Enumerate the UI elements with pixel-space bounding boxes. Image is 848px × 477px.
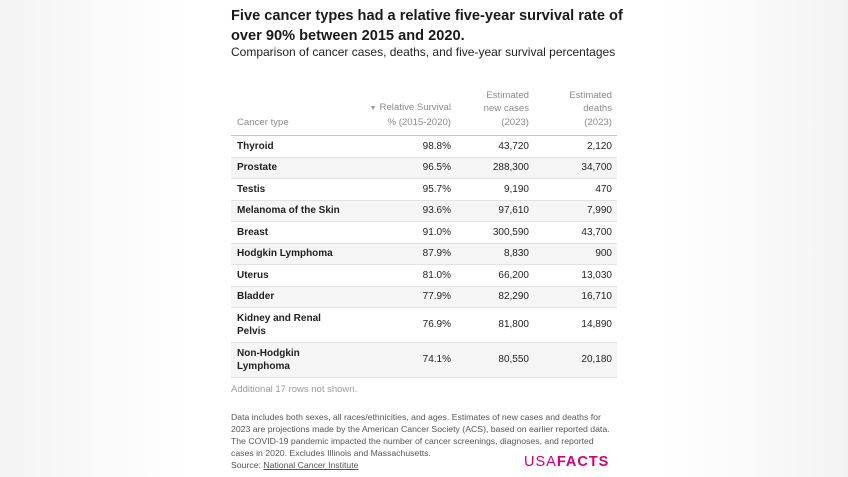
table-row: Prostate 96.5% 288,300 34,700 (231, 157, 617, 179)
footnote: Data includes both sexes, all races/ethn… (231, 412, 610, 458)
cell-cancer-type: Breast (237, 226, 269, 238)
table-row: Bladder 77.9% 82,290 16,710 (231, 286, 617, 308)
sort-down-icon: ▼ (369, 105, 377, 112)
cell-estimated-new-cases: 9,190 (503, 183, 529, 195)
cell-relative-survival: 93.6% (422, 205, 451, 216)
cell-estimated-deaths: 13,030 (581, 269, 612, 281)
cell-relative-survival: 81.0% (422, 269, 451, 281)
table-row: Hodgkin Lymphoma 87.9% 8,830 900 (231, 243, 617, 265)
cell-estimated-new-cases: 8,830 (503, 248, 529, 259)
cell-cancer-type: Bladder (237, 291, 275, 302)
table-row: Testis 95.7% 9,190 470 (231, 179, 617, 201)
cell-estimated-deaths: 2,120 (586, 140, 612, 152)
cell-relative-survival: 98.8% (422, 140, 451, 152)
logo-part-facts: FACTS (556, 454, 610, 470)
cell-cancer-type: Uterus (237, 269, 269, 281)
cell-estimated-deaths: 14,890 (581, 319, 612, 331)
header-relative-survival-label: Relative Survival % (2015-2020) (379, 102, 451, 128)
page-title: Five cancer types had a relative five-ye… (231, 8, 623, 44)
cell-cancer-type: Non-Hodgkin Lymphoma (237, 347, 300, 373)
source-line: Source: National Cancer Institute (231, 460, 359, 470)
cell-estimated-new-cases: 43,720 (498, 140, 529, 152)
cell-estimated-new-cases: 80,550 (498, 354, 529, 366)
cell-relative-survival: 87.9% (422, 248, 451, 259)
more-rows-note: Additional 17 rows not shown. (231, 384, 358, 395)
cell-estimated-new-cases: 300,590 (492, 226, 529, 238)
cell-estimated-new-cases: 288,300 (492, 162, 529, 173)
cell-estimated-new-cases: 81,800 (498, 319, 529, 331)
table-row: Breast 91.0% 300,590 43,700 (231, 222, 617, 244)
cell-relative-survival: 96.5% (422, 162, 451, 173)
cell-relative-survival: 74.1% (422, 354, 451, 366)
table-row: Uterus 81.0% 66,200 13,030 (231, 265, 617, 287)
cell-estimated-deaths: 16,710 (581, 291, 612, 302)
table-row: Kidney and Renal Pelvis 76.9% 81,800 14,890 (231, 308, 617, 343)
header-estimated-deaths[interactable]: Estimated deaths (2023) (569, 89, 612, 128)
logo-part-usa: USA (524, 454, 557, 470)
table-row: Melanoma of the Skin 93.6% 97,610 7,990 (231, 200, 617, 222)
cell-cancer-type: Melanoma of the Skin (237, 205, 340, 216)
cell-estimated-deaths: 34,700 (581, 162, 612, 173)
header-estimated-new-cases[interactable]: Estimated new cases (2023) (483, 89, 529, 128)
cell-cancer-type: Prostate (237, 162, 278, 173)
cell-cancer-type: Hodgkin Lymphoma (237, 248, 333, 259)
cell-cancer-type: Kidney and Renal Pelvis (237, 312, 321, 338)
cell-relative-survival: 95.7% (422, 183, 451, 195)
cell-relative-survival: 76.9% (422, 319, 451, 331)
usafacts-logo: USAFACTS (524, 454, 609, 470)
table-body: Thyroid 98.8% 43,720 2,120 Prostate 96.5% 288,… (231, 136, 617, 378)
cell-estimated-deaths: 7,990 (586, 205, 612, 216)
cell-cancer-type: Thyroid (237, 140, 274, 152)
cell-relative-survival: 91.0% (422, 226, 451, 238)
cell-estimated-deaths: 43,700 (581, 226, 612, 238)
table-row: Non-Hodgkin Lymphoma 74.1% 80,550 20,180 (231, 343, 617, 378)
cell-estimated-deaths: 20,180 (581, 354, 612, 366)
header-cancer-type[interactable]: Cancer type (237, 116, 289, 128)
cell-estimated-deaths: 470 (595, 183, 612, 195)
source-label: Source: (231, 460, 264, 470)
cell-estimated-new-cases: 97,610 (498, 205, 529, 216)
header-relative-survival[interactable]: ▼ Relative Survival % (2015-2020) (370, 101, 451, 129)
cell-relative-survival: 77.9% (422, 291, 451, 302)
page-subtitle: Comparison of cancer cases, deaths, and … (231, 45, 616, 59)
table-header: Cancer type ▼ Relative Survival % (2015-2… (231, 90, 617, 136)
cell-cancer-type: Testis (237, 183, 266, 195)
cell-estimated-new-cases: 66,200 (498, 269, 529, 281)
source-link[interactable]: National Cancer Institute (263, 460, 359, 470)
table-row: Thyroid 98.8% 43,720 2,120 (231, 136, 617, 158)
cell-estimated-deaths: 900 (595, 248, 612, 259)
cell-estimated-new-cases: 82,290 (498, 291, 529, 302)
chart-card (222, 0, 626, 477)
